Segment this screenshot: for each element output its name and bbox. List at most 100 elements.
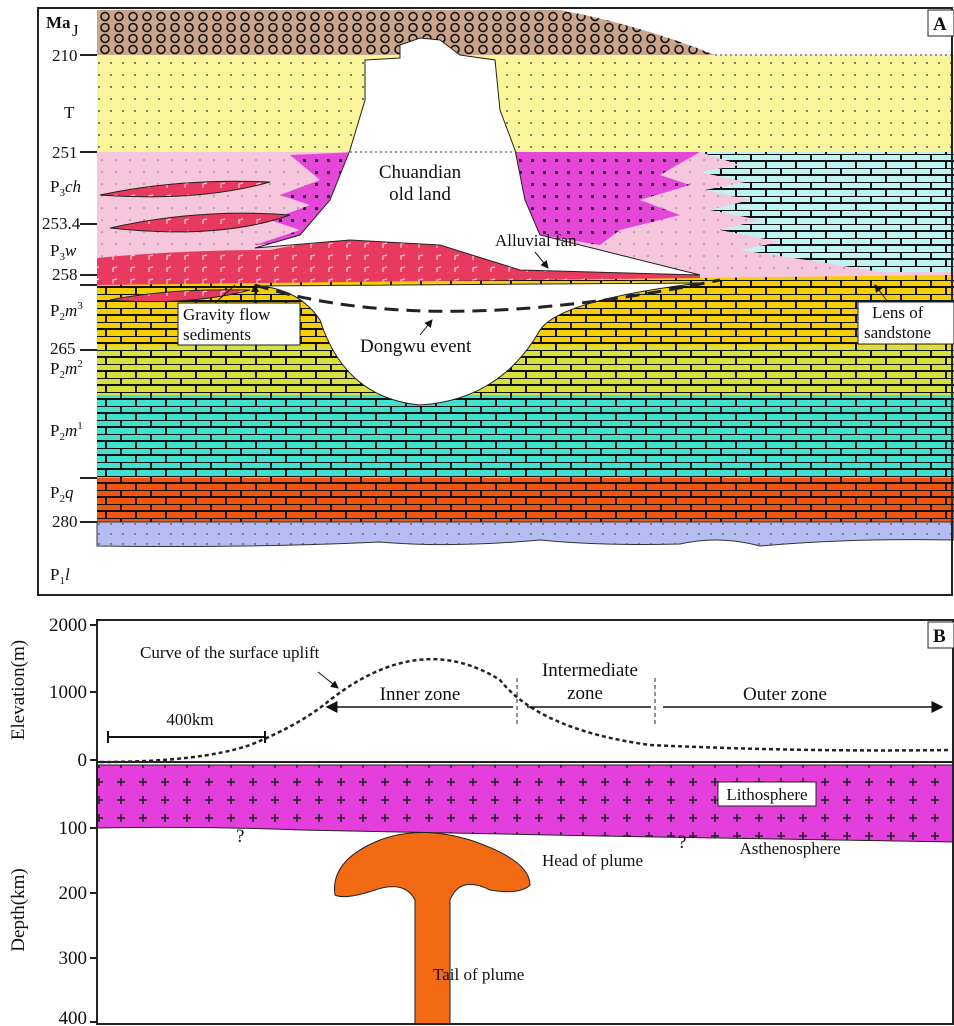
arrow <box>419 319 433 336</box>
unit-label: T <box>64 103 75 122</box>
unit-sup: 2 <box>77 358 83 370</box>
unit-sup: 1 <box>77 420 83 432</box>
panel-label-box <box>927 9 954 37</box>
panel-label: A <box>933 14 947 35</box>
panel-a: A Ma J T P3ch P3w P2m3 P2m2 P2m1 P2q P1l… <box>37 7 954 596</box>
tick-label: 400 <box>59 1008 88 1026</box>
tick-label: 200 <box>59 883 88 904</box>
question-mark: ? <box>678 832 686 853</box>
annotation-box <box>177 302 301 346</box>
lithosphere <box>96 764 954 843</box>
layer-p2m2 <box>97 345 954 395</box>
unit-name: l <box>65 565 70 584</box>
old-land <box>254 37 701 276</box>
dotted-line <box>350 54 954 153</box>
age-label: 280 <box>52 512 78 531</box>
panel-label: B <box>933 626 946 647</box>
age-label: 253.4 <box>42 214 81 233</box>
arrow <box>874 284 889 303</box>
tick-label: 100 <box>59 818 88 839</box>
time-unit: Ma <box>46 13 71 32</box>
uplift-curve <box>99 657 951 764</box>
age-label: 210 <box>52 46 78 65</box>
annotation: Gravity flow <box>183 305 271 324</box>
unit-sub: 1 <box>59 575 65 587</box>
annotation: Dongwu event <box>360 336 472 357</box>
axis-title: Elevation(m) <box>8 640 29 740</box>
layer-t <box>97 55 954 152</box>
question-mark: ? <box>236 826 244 847</box>
zone-label: Intermediate <box>542 660 638 681</box>
unit-base: P <box>50 421 59 440</box>
panel-b: B Elevation(m) Depth(km) 2000 1000 0 100… <box>8 615 954 1026</box>
dongwu-curve <box>254 278 721 313</box>
unit-sub: 3 <box>59 251 65 263</box>
unit-sub: 2 <box>59 311 65 323</box>
annotation: Lithosphere <box>726 785 807 804</box>
annotation: Alluvial fan <box>495 231 577 250</box>
tick-label: 0 <box>78 750 88 771</box>
unit-sub: 3 <box>59 187 65 199</box>
unit-label: P3w <box>50 241 77 263</box>
annotation: Head of plume <box>542 851 643 870</box>
age-label: 258 <box>52 265 78 284</box>
unit-name: m <box>65 359 77 378</box>
unit-base: P <box>50 241 59 260</box>
unit-name: w <box>65 241 77 260</box>
annotation: Chuandian <box>379 162 462 183</box>
wedge-magenta-right <box>500 152 700 245</box>
unit-label: P2m1 <box>50 420 83 443</box>
unit-label: J <box>72 21 79 40</box>
unit-base: P <box>50 177 59 196</box>
unit-label: P2q <box>50 483 74 505</box>
lens-red <box>109 212 291 233</box>
tick-label: 2000 <box>49 615 87 636</box>
unit-label: P3ch <box>50 177 81 199</box>
annotation: sandstone <box>864 323 931 342</box>
unit-base: P <box>50 301 59 320</box>
frame <box>96 619 954 1025</box>
scale-bar <box>107 731 266 743</box>
unit-sub: 2 <box>59 493 65 505</box>
unit-name: m <box>65 421 77 440</box>
unit-base: J <box>72 21 79 40</box>
unit-sup: 3 <box>77 300 83 312</box>
zone-label: Inner zone <box>380 684 461 705</box>
unit-base: P <box>50 483 59 502</box>
lens-red <box>99 180 271 198</box>
annotation: Asthenosphere <box>739 839 840 858</box>
dongwu-bowl <box>259 282 701 406</box>
layer-p2m1 <box>97 395 954 478</box>
unit-name: q <box>65 483 74 502</box>
label-box <box>717 781 817 807</box>
annotation: Tail of plume <box>433 965 524 984</box>
unit-base: P <box>50 565 59 584</box>
annotation: Lens of <box>872 303 924 322</box>
tick-label: 1000 <box>49 682 87 703</box>
age-label: 265 <box>50 339 76 358</box>
annotation: 400km <box>166 710 213 729</box>
unit-sub: 2 <box>59 431 65 443</box>
annotation-box <box>857 301 954 345</box>
annotation: sediments <box>183 325 251 344</box>
layer-p1l <box>96 521 954 547</box>
age-label: 251 <box>52 143 78 162</box>
layer-j <box>97 10 715 55</box>
unit-label: P2m3 <box>50 300 83 323</box>
axis-ticks <box>90 624 97 1023</box>
plume <box>334 832 531 1025</box>
panel-label-box <box>927 621 954 649</box>
unit-label: P1l <box>50 565 70 587</box>
zone-label: Outer zone <box>743 684 827 705</box>
unit-label: P2m2 <box>50 358 83 381</box>
carbonate-right <box>700 152 954 272</box>
unit-base: T <box>64 103 75 122</box>
arrow <box>214 285 255 304</box>
axis-title: Depth(km) <box>8 868 29 951</box>
arrow <box>317 671 339 689</box>
annotation: old land <box>389 184 451 205</box>
zone-label: zone <box>567 683 603 704</box>
arrow <box>534 251 549 269</box>
layer-p2q <box>97 478 954 522</box>
